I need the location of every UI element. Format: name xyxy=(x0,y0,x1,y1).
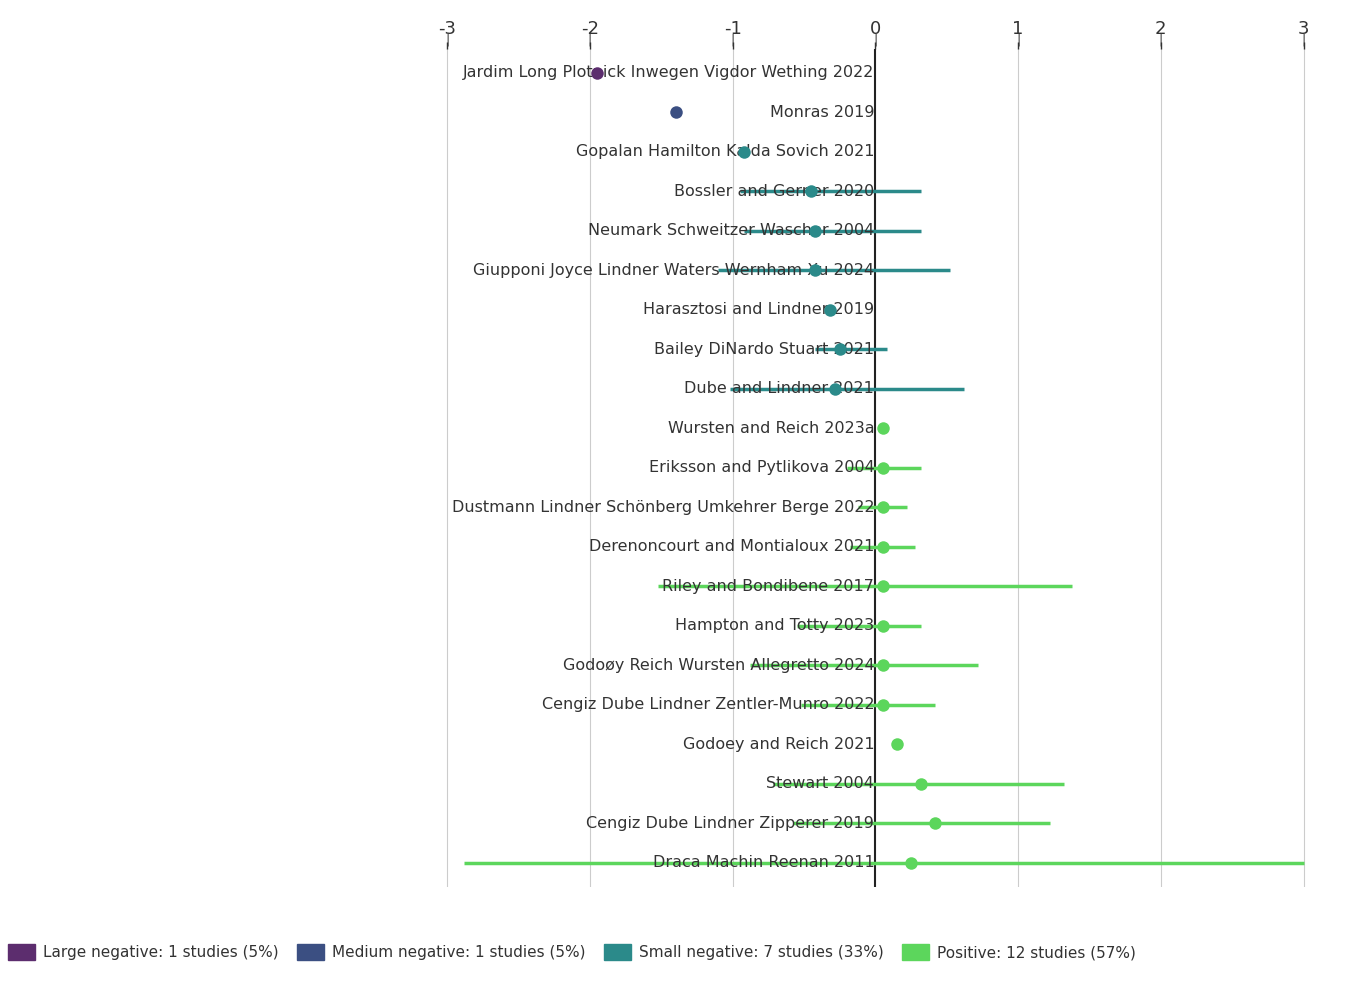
Text: Wursten and Reich 2023a: Wursten and Reich 2023a xyxy=(668,421,875,436)
Text: Cengiz Dube Lindner Zentler-Munro 2022: Cengiz Dube Lindner Zentler-Munro 2022 xyxy=(542,697,875,712)
Text: Harasztosi and Lindner 2019: Harasztosi and Lindner 2019 xyxy=(644,302,875,317)
Text: |: | xyxy=(588,33,592,46)
Text: Gopalan Hamilton Kalda Sovich 2021: Gopalan Hamilton Kalda Sovich 2021 xyxy=(576,145,875,160)
Text: Draca Machin Reenan 2011: Draca Machin Reenan 2011 xyxy=(653,855,875,871)
Text: Bailey DiNardo Stuart 2021: Bailey DiNardo Stuart 2021 xyxy=(654,342,875,357)
Text: Bossler and Gerner 2020: Bossler and Gerner 2020 xyxy=(675,184,875,199)
Text: Riley and Bondibene 2017: Riley and Bondibene 2017 xyxy=(662,579,875,594)
Text: Jardim Long Plotnick Inwegen Vigdor Wething 2022: Jardim Long Plotnick Inwegen Vigdor Weth… xyxy=(462,65,875,81)
Text: Giupponi Joyce Lindner Waters Wernham Xu 2024: Giupponi Joyce Lindner Waters Wernham Xu… xyxy=(473,263,875,278)
Text: |: | xyxy=(1159,33,1163,46)
Text: Eriksson and Pytlikova 2004: Eriksson and Pytlikova 2004 xyxy=(649,460,875,476)
Text: Godoey and Reich 2021: Godoey and Reich 2021 xyxy=(683,737,875,752)
Text: |: | xyxy=(873,33,877,46)
Text: Godoøy Reich Wursten Allegretto 2024: Godoøy Reich Wursten Allegretto 2024 xyxy=(562,658,875,673)
Text: |: | xyxy=(730,33,735,46)
Text: Stewart 2004: Stewart 2004 xyxy=(767,776,875,791)
Legend: Large negative: 1 studies (5%), Medium negative: 1 studies (5%), Small negative:: Large negative: 1 studies (5%), Medium n… xyxy=(8,945,1136,960)
Text: Dustmann Lindner Schönberg Umkehrer Berge 2022: Dustmann Lindner Schönberg Umkehrer Berg… xyxy=(452,499,875,515)
Text: Derenoncourt and Montialoux 2021: Derenoncourt and Montialoux 2021 xyxy=(589,540,875,555)
Text: Neumark Schweitzer Wascher 2004: Neumark Schweitzer Wascher 2004 xyxy=(588,224,875,238)
Text: |: | xyxy=(1015,33,1021,46)
Text: Cengiz Dube Lindner Zipperer 2019: Cengiz Dube Lindner Zipperer 2019 xyxy=(587,816,875,830)
Text: |: | xyxy=(1302,33,1306,46)
Text: Monras 2019: Monras 2019 xyxy=(769,105,875,120)
Text: |: | xyxy=(445,33,449,46)
Text: Dube and Lindner 2021: Dube and Lindner 2021 xyxy=(684,381,875,396)
Text: Hampton and Totty 2023: Hampton and Totty 2023 xyxy=(675,619,875,633)
